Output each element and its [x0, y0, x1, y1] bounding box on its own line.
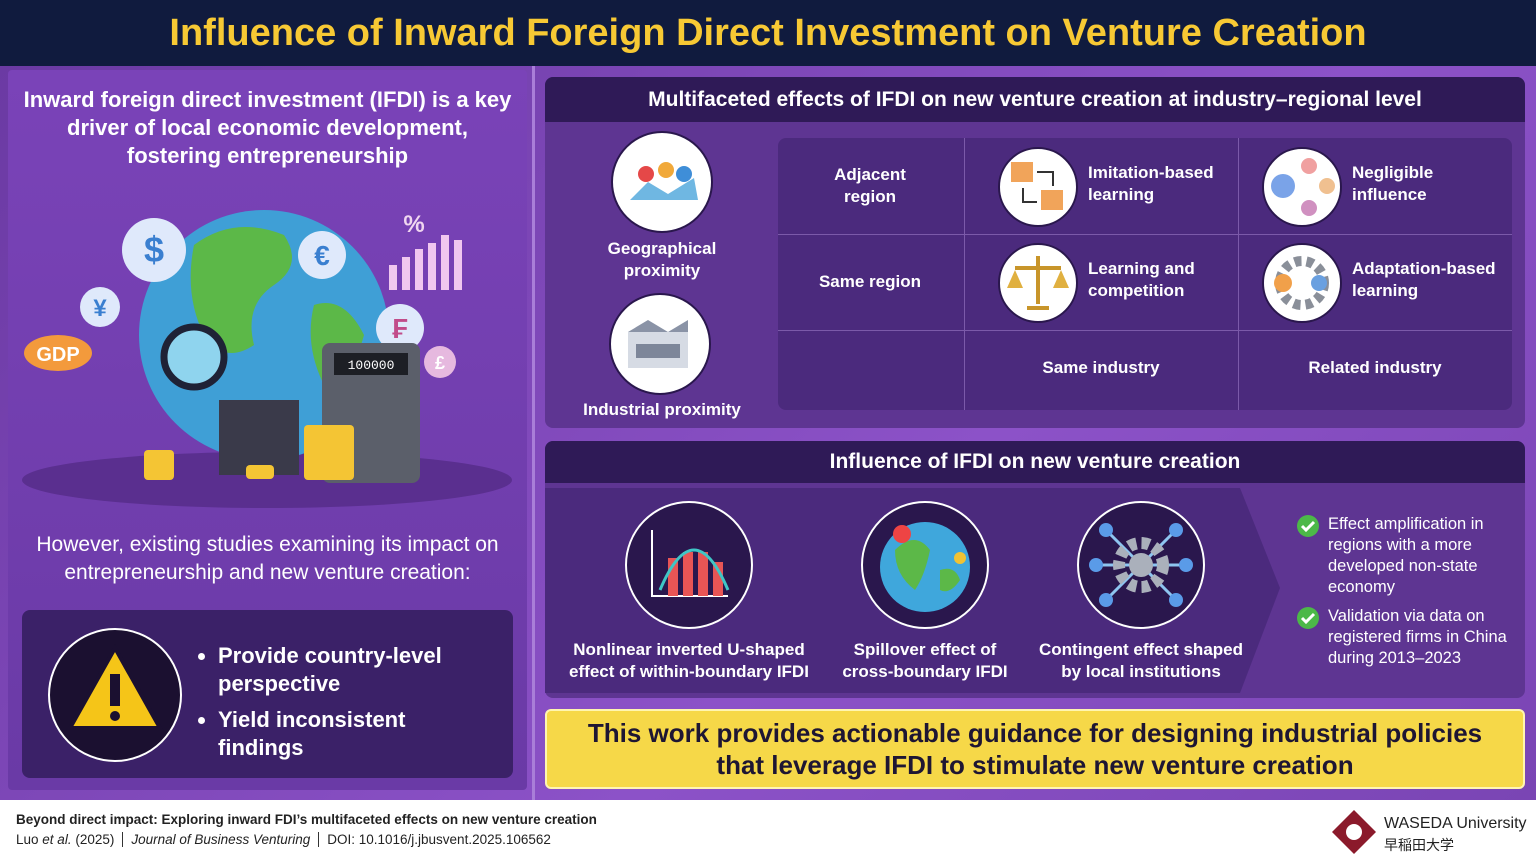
ushape-icon [625, 501, 753, 629]
etal: et al. [42, 832, 72, 847]
bar-icon [389, 235, 462, 290]
influence-heading: Influence of IFDI on new venture creatio… [545, 441, 1525, 483]
podium [219, 400, 299, 475]
row-label: Adjacent region [834, 165, 906, 206]
coin [424, 346, 456, 378]
proximity-label: Industrial proximity [583, 400, 741, 419]
percent: % [403, 211, 424, 238]
coin [298, 231, 346, 279]
coin [80, 287, 120, 327]
cell-icon [1262, 147, 1342, 227]
cell-icon [998, 147, 1078, 227]
doi: DOI: 10.1016/j.jbusvent.2025.106562 [318, 832, 551, 847]
citation: Luo et al. (2025) Journal of Business Ve… [16, 832, 551, 847]
check-icon [1297, 607, 1319, 629]
row-label: Same region [818, 272, 922, 291]
magnifier [160, 323, 228, 391]
cell-label: Learning and competition [1088, 259, 1195, 300]
grid-line [778, 234, 1512, 235]
grid-line [1238, 138, 1239, 410]
industry-icon [609, 293, 711, 395]
cell-label: Adaptation-based learning [1352, 259, 1496, 300]
logo-text-jp: 早稲田大学 [1384, 838, 1454, 854]
concern-text: However, existing studies examining its … [36, 533, 499, 584]
influence-item: Spillover effect of cross-boundary IFDI [842, 640, 1008, 681]
grid-line [964, 138, 965, 410]
effects-heading: Multifaceted effects of IFDI on new vent… [545, 77, 1525, 122]
globe-icon [861, 501, 989, 629]
cell-icon [998, 243, 1078, 323]
pound: £ [435, 353, 445, 373]
coin [376, 304, 424, 352]
logo-text: WASEDA University [1384, 815, 1527, 832]
concern-list: Provide country-level perspective Yield … [196, 642, 496, 762]
concern-bullet: Provide country-level perspective [218, 642, 496, 698]
title: Influence of Inward Foreign Direct Inves… [0, 0, 1536, 66]
column-label: Related industry [1308, 358, 1442, 377]
journal: Journal of Business Venturing [122, 832, 310, 847]
coins [144, 425, 354, 480]
franc: ₣ [392, 313, 408, 344]
warning-icon [48, 628, 182, 762]
cell-label: Imitation-based learning [1088, 163, 1214, 204]
gear-icon [1077, 501, 1205, 629]
euro: € [314, 240, 330, 271]
yen: ¥ [93, 295, 107, 322]
illustration: $ € ¥ ₣ £ % GDP 100000 [22, 210, 512, 508]
calculator-digits: 100000 [348, 358, 395, 373]
author: Luo [16, 832, 39, 847]
gdp-badge [24, 335, 92, 371]
paper-title: Beyond direct impact: Exploring inward F… [16, 812, 597, 827]
finding: Validation via data on registered firms … [1328, 607, 1507, 667]
logo-mark [1332, 810, 1376, 854]
grid-line [778, 330, 1512, 331]
gdp: GDP [36, 344, 79, 366]
influence-item: Contingent effect shaped by local instit… [1038, 640, 1243, 681]
conclusion: This work provides actionable guidance f… [545, 709, 1525, 789]
cell-icon [1262, 243, 1342, 323]
proximity-label: Geographical proximity [607, 239, 717, 280]
effects-grid [778, 138, 1512, 410]
check-icon [1297, 515, 1319, 537]
continents [190, 227, 364, 385]
influence-item: Nonlinear inverted U-shaped effect of wi… [569, 640, 809, 681]
calculator-screen [334, 353, 408, 375]
year: (2025) [75, 832, 115, 847]
cell-label: Negligible influence [1352, 163, 1434, 204]
finding: Effect amplification in regions with a m… [1328, 515, 1484, 596]
geo-icon [611, 131, 713, 233]
column-label: Same industry [1042, 358, 1160, 377]
dollar: $ [144, 229, 164, 270]
divider [532, 66, 535, 800]
concern-bullet: Yield inconsistent findings [218, 706, 496, 762]
coin [122, 218, 186, 282]
intro-text: Inward foreign direct investment (IFDI) … [23, 87, 512, 168]
